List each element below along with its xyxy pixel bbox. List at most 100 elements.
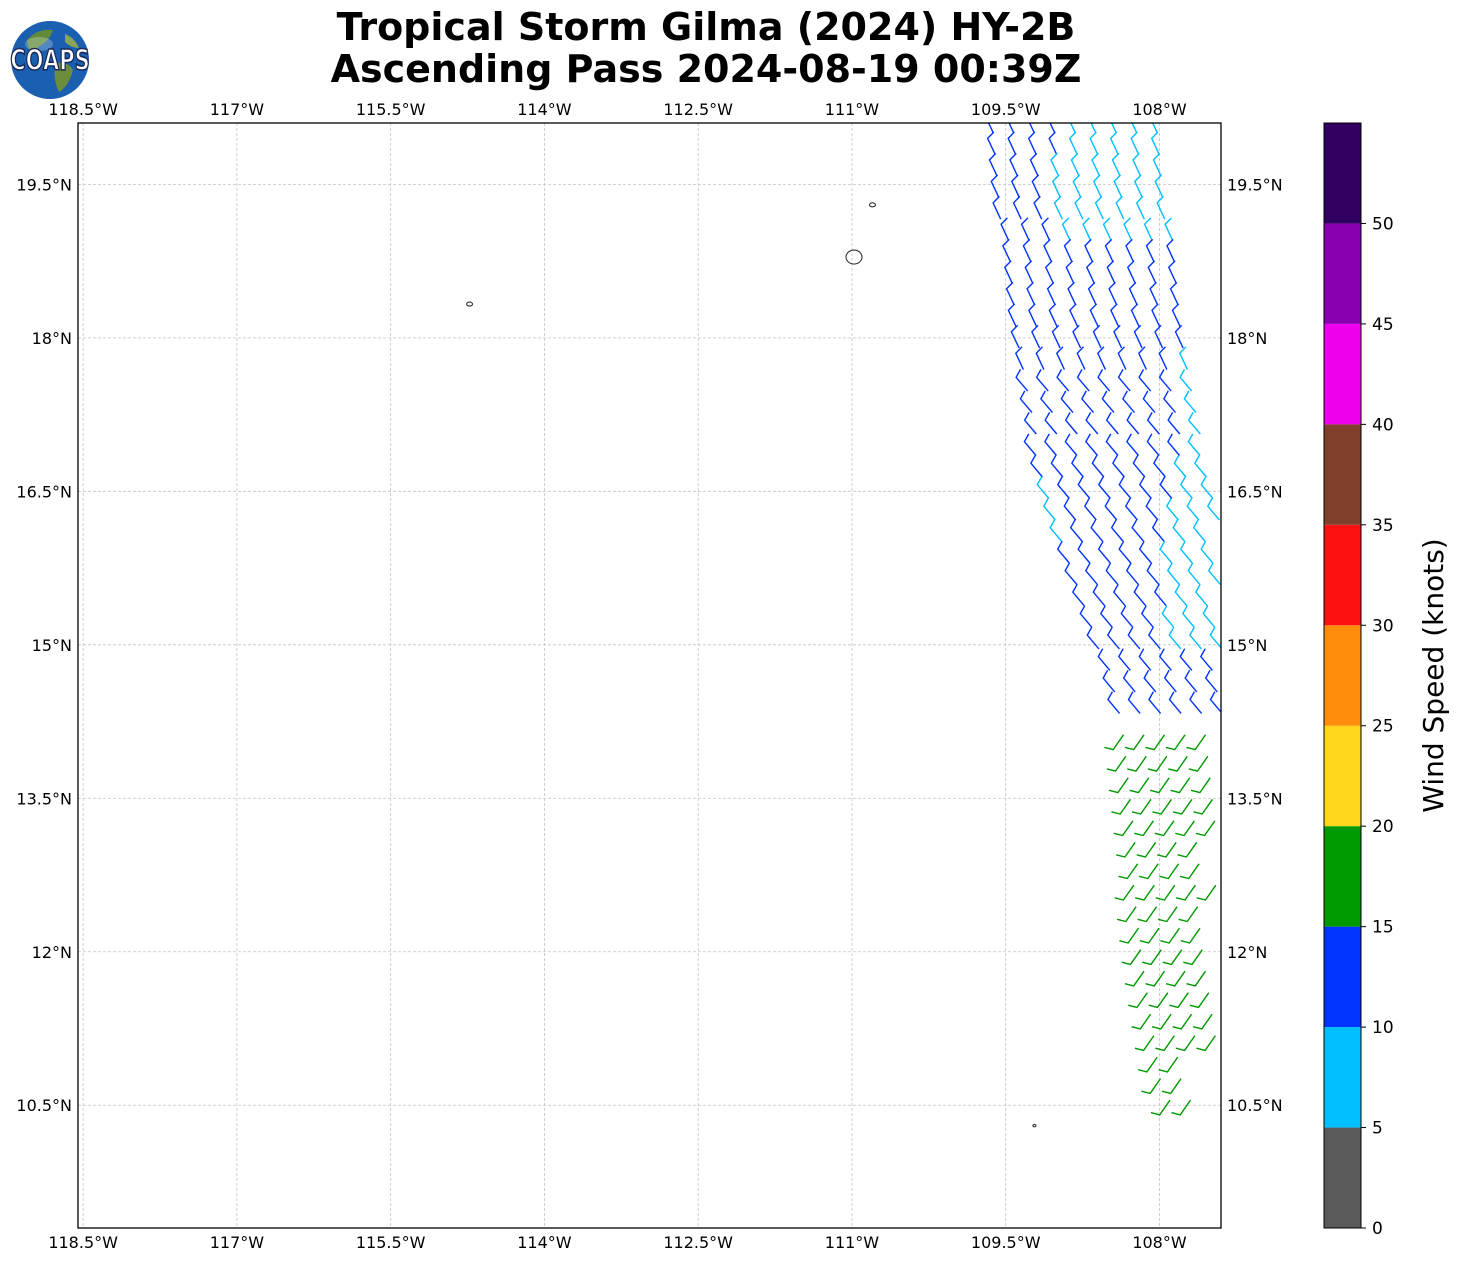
wind-barb <box>1097 369 1111 392</box>
wind-barb <box>1131 798 1152 815</box>
wind-barb <box>1169 281 1179 306</box>
wind-barb <box>1026 281 1036 306</box>
lon-tick-label-bottom: 111°W <box>825 1233 880 1252</box>
wind-barb <box>1022 238 1032 263</box>
wind-barb <box>1187 433 1201 456</box>
wind-barb <box>1090 123 1097 134</box>
wind-barb <box>1063 497 1077 521</box>
lon-tick-label-top: 108°W <box>1132 100 1187 119</box>
colorbar-segment <box>1324 725 1361 827</box>
wind-barb <box>1121 949 1142 966</box>
axis-tick-labels: 118.5°W 118.5°W 117°W 117°W 115.5°W 115.5°W 11… <box>16 100 1282 1252</box>
title-line-1: Tropical Storm Gilma (2024) HY-2B <box>336 5 1076 49</box>
wind-barb <box>1102 669 1116 693</box>
wind-speed-colorbar: 0 5 10 15 20 25 30 35 40 45 50 Wind Speed (knots) <box>1323 122 1450 1239</box>
wind-barb <box>1097 476 1111 499</box>
wind-barb <box>1071 455 1084 478</box>
wind-barb <box>1097 648 1111 671</box>
colorbar-segment <box>1324 926 1361 1028</box>
wind-barb <box>1167 260 1178 284</box>
wind-barb <box>1113 174 1123 198</box>
wind-barb <box>1116 906 1137 923</box>
title-line-2: Ascending Pass 2024-08-19 00:39Z <box>330 47 1082 91</box>
wind-barb <box>1154 324 1164 349</box>
wind-barb <box>1089 303 1099 327</box>
logo-text: COAPS <box>10 44 89 77</box>
wind-barb <box>1049 123 1056 134</box>
wind-barb <box>1174 583 1188 607</box>
wind-barb <box>1171 1099 1192 1116</box>
wind-barb <box>1019 390 1033 414</box>
wind-barb <box>1125 238 1135 263</box>
wind-barb <box>1162 949 1183 966</box>
wind-barb <box>1056 540 1070 564</box>
wind-barb <box>1049 519 1063 542</box>
lat-tick-label-right: 15°N <box>1227 636 1267 655</box>
coaps-logo: COAPS <box>10 21 90 99</box>
wind-barb <box>987 123 995 134</box>
wind-barb <box>1050 152 1060 177</box>
colorbar-tick-label: 35 <box>1372 516 1394 536</box>
wind-barb <box>1154 174 1164 198</box>
wind-barb <box>1204 669 1218 693</box>
wind-barb <box>1028 303 1038 327</box>
wind-barb <box>1053 195 1063 220</box>
wind-barb <box>1035 346 1045 370</box>
colorbar-tick-label: 10 <box>1372 1018 1394 1038</box>
wind-barb <box>1149 281 1159 306</box>
wind-barb <box>1120 605 1134 628</box>
wind-barb <box>1150 1099 1171 1116</box>
colorbar-tick-label: 50 <box>1372 214 1394 234</box>
wind-barb <box>1142 949 1162 966</box>
wind-barb <box>1158 369 1172 392</box>
wind-barb <box>1031 174 1041 198</box>
wind-barb <box>1106 755 1127 772</box>
wind-barb <box>1068 131 1078 155</box>
wind-barb <box>1033 195 1043 220</box>
wind-barb <box>1137 346 1148 370</box>
wind-barb <box>1069 303 1079 327</box>
wind-barb <box>1143 669 1157 693</box>
wind-barb <box>1157 906 1178 923</box>
lat-tick-label-right: 19.5°N <box>1227 175 1283 194</box>
colorbar-segment <box>1324 625 1361 726</box>
lon-tick-label-bottom: 118.5°W <box>48 1233 118 1252</box>
wind-barb <box>1157 841 1177 858</box>
wind-barb <box>1161 1078 1182 1095</box>
colorbar-segment <box>1324 424 1361 525</box>
wind-barb <box>1089 131 1099 155</box>
wind-barb <box>992 195 1002 220</box>
wind-barb <box>1179 540 1193 564</box>
wind-barb <box>1106 260 1116 284</box>
wind-barb <box>1155 884 1176 901</box>
colorbar-label: Wind Speed (knots) <box>1417 538 1450 812</box>
wind-barb <box>1064 412 1078 435</box>
wind-barb <box>1184 669 1198 693</box>
lat-tick-label-left: 18°N <box>32 329 72 348</box>
wind-barb <box>1099 605 1113 628</box>
wind-barb <box>1113 324 1123 349</box>
wind-barb <box>1167 412 1181 435</box>
wind-barb <box>1108 281 1118 306</box>
wind-barb <box>1180 927 1201 944</box>
wind-barb <box>1189 691 1203 714</box>
lon-tick-label-bottom: 112.5°W <box>663 1233 733 1252</box>
wind-barb <box>1129 777 1150 794</box>
wind-barb <box>1145 497 1159 521</box>
wind-barb <box>1138 1056 1158 1073</box>
wind-barb <box>1196 884 1217 901</box>
wind-barb <box>1097 540 1111 564</box>
wind-barb <box>1008 123 1015 134</box>
wind-barb <box>1091 152 1101 177</box>
wind-barb <box>1147 755 1168 772</box>
wind-barb <box>1106 626 1120 650</box>
wind-barb <box>1195 820 1216 837</box>
wind-barb <box>1124 970 1145 987</box>
wind-barb <box>1096 346 1107 370</box>
wind-barb <box>1133 174 1144 198</box>
graticule-gridlines <box>78 123 1221 1228</box>
wind-barb <box>990 174 1000 198</box>
wind-barb <box>1166 238 1176 263</box>
wind-barb <box>1140 605 1154 628</box>
wind-barb <box>1043 238 1053 263</box>
